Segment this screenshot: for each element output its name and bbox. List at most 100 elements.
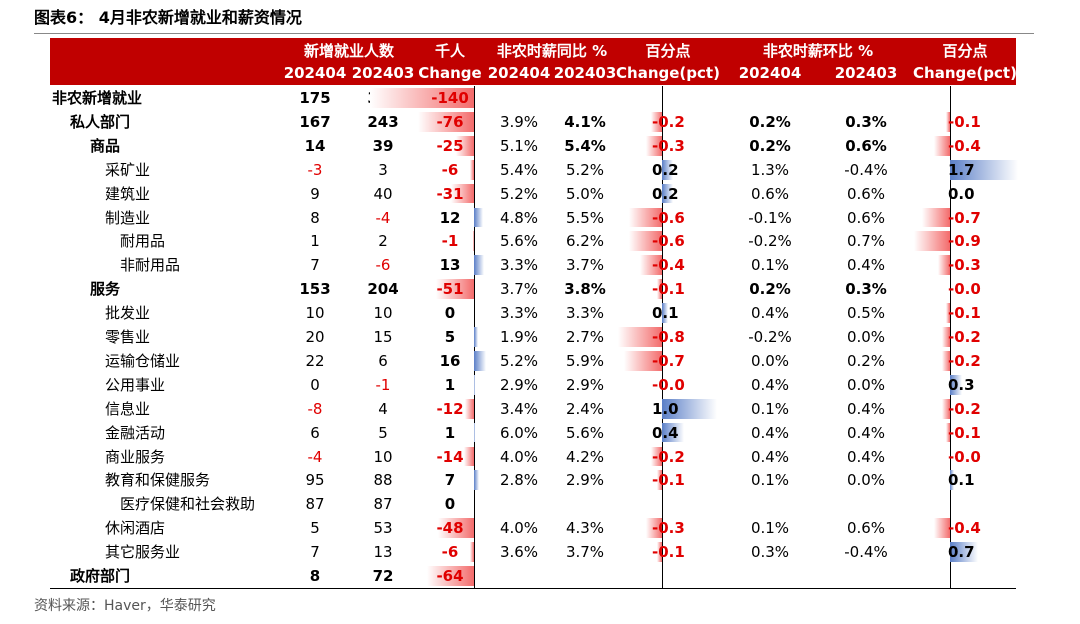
cell: 3.6%: [499, 543, 539, 562]
row-label: 其它服务业: [105, 543, 181, 562]
cell: -12: [436, 399, 464, 418]
cell: 0: [444, 304, 456, 323]
cell: -6: [441, 160, 459, 179]
cell: -0.2: [652, 112, 685, 131]
cell: 13: [373, 543, 393, 562]
cell: 0.3%: [750, 543, 790, 562]
cell: 0.7%: [846, 232, 886, 251]
cell: 1: [444, 375, 456, 394]
cell: -0.3: [652, 136, 685, 155]
data-bar: [436, 279, 474, 300]
data-bar: [474, 255, 484, 276]
data-bar: [942, 398, 950, 419]
row-label: 运输仓储业: [105, 351, 181, 370]
data-bar: [662, 159, 673, 180]
cell: 0.0%: [846, 375, 886, 394]
header-group: 非农时薪同比 %: [496, 42, 608, 60]
cell: 4.1%: [564, 112, 606, 131]
cell: 0.4%: [750, 447, 790, 466]
cell: 40: [373, 184, 393, 203]
cell: 8: [310, 208, 320, 227]
cell: 5.9%: [565, 351, 605, 370]
cell: 0.6%: [845, 136, 887, 155]
cell: 7: [310, 256, 320, 275]
axis-line: [950, 86, 951, 588]
data-bar: [946, 303, 950, 323]
data-bar: [370, 88, 474, 108]
column-header: 202403: [351, 64, 415, 82]
cell: 1.0: [652, 399, 679, 418]
cell: -0.2: [652, 447, 685, 466]
cell: 0.0: [948, 184, 975, 203]
data-bar: [662, 183, 673, 204]
cell: 0.6%: [846, 184, 886, 203]
cell: 153: [299, 280, 331, 299]
cell: 0.6%: [750, 184, 790, 203]
data-bar: [474, 350, 486, 371]
column-header: 202403: [834, 64, 898, 82]
data-bar: [463, 446, 474, 467]
column-header: 202404: [283, 64, 347, 82]
data-bar: [645, 518, 662, 539]
cell: 3.3%: [565, 304, 605, 323]
cell: 0.6%: [846, 519, 886, 538]
column-header: Change(pct): [616, 64, 720, 82]
cell: 3.3%: [499, 256, 539, 275]
header-group: 百分点: [942, 42, 988, 60]
row-label: 医疗保健和社会救助: [120, 495, 256, 514]
cell: 14: [304, 136, 326, 155]
title-rule: [34, 33, 1034, 34]
axis-line: [662, 86, 663, 588]
data-bar: [922, 207, 950, 228]
row-label: 非耐用品: [120, 256, 181, 275]
cell: -0.1: [948, 112, 981, 131]
data-bar: [656, 279, 662, 300]
cell: 2: [378, 232, 388, 251]
cell: -4: [375, 208, 391, 227]
cell: 5: [444, 328, 456, 346]
data-bar: [950, 374, 962, 395]
cell: 10: [305, 304, 325, 323]
cell: 0.2%: [749, 136, 791, 155]
cell: -76: [436, 112, 464, 131]
cell: 2.9%: [499, 375, 539, 394]
cell: -0.6: [652, 232, 685, 251]
cell: 0: [310, 375, 320, 394]
cell: 3.7%: [565, 256, 605, 275]
cell: -0.1: [652, 543, 685, 562]
cell: -0.1: [652, 471, 685, 490]
cell: -0.2%: [748, 232, 792, 251]
cell: 5.4%: [499, 160, 539, 179]
cell: -0.2: [948, 351, 981, 370]
cell: 53: [373, 519, 393, 538]
data-bar: [438, 518, 474, 539]
cell: 0.4%: [846, 399, 886, 418]
cell: 0.0%: [750, 351, 790, 370]
source: 资料来源：Haver，华泰研究: [34, 598, 216, 614]
cell: -0.2: [948, 328, 981, 346]
data-bar: [473, 231, 474, 252]
column-header: 202404: [738, 64, 802, 82]
cell: 20: [305, 328, 325, 346]
cell: -0.7: [652, 351, 685, 370]
cell: 175: [299, 89, 331, 107]
cell: 0.2%: [749, 112, 791, 131]
row-label: 金融活动: [105, 423, 166, 442]
cell: 6: [378, 351, 388, 370]
cell: 3.7%: [565, 543, 605, 562]
cell: -3: [307, 160, 323, 179]
row-label: 耐用品: [120, 232, 166, 251]
cell: -0.3: [652, 519, 685, 538]
cell: 88: [373, 471, 393, 490]
cell: 0.1%: [750, 399, 790, 418]
cell: 7: [444, 471, 456, 490]
row-label: 公用事业: [105, 375, 166, 394]
cell: -0.1: [652, 280, 685, 299]
data-bar: [662, 422, 684, 443]
cell: -0.4%: [844, 543, 888, 562]
row-label: 非农新增就业: [52, 89, 143, 107]
cell: 12: [439, 208, 461, 227]
cell: 8: [309, 567, 321, 585]
cell: 0.3%: [845, 112, 887, 131]
cell: -8: [307, 399, 323, 418]
